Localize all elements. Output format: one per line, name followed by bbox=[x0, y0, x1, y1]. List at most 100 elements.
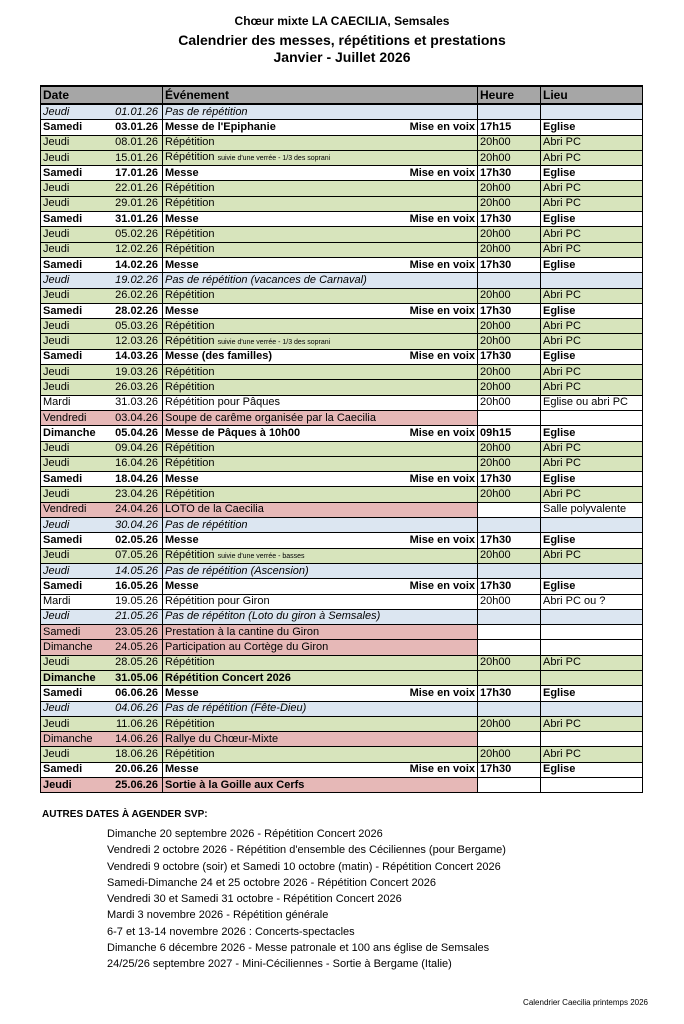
event: Messe bbox=[165, 579, 199, 592]
event-cell: Messe Mise en voix bbox=[162, 761, 478, 779]
event-text: Messe bbox=[165, 580, 199, 593]
place-cell: Abri PC bbox=[540, 486, 643, 503]
day: Vendredi bbox=[43, 503, 87, 516]
date-wrap: Samedi 02.05.26 bbox=[43, 534, 160, 547]
place-cell: Salle polyvalente bbox=[540, 501, 643, 519]
day: Samedi bbox=[43, 686, 83, 699]
date-wrap: Jeudi 11.06.26 bbox=[43, 718, 160, 731]
event: Répétition bbox=[165, 151, 215, 164]
event-cell: Répétition bbox=[162, 440, 478, 457]
place-cell: Abri PC bbox=[540, 364, 643, 381]
time-cell: 20h00 bbox=[477, 134, 541, 151]
event: Pas de répétition (Fête-Dieu) bbox=[165, 702, 307, 715]
date-cell: Samedi 16.05.26 bbox=[40, 578, 163, 595]
day: Samedi bbox=[43, 472, 83, 485]
date: 14.02.26 bbox=[115, 258, 158, 271]
date-wrap: Mardi 19.05.26 bbox=[43, 595, 160, 608]
event-wrap: Messe (des familles) Mise en voix bbox=[165, 350, 475, 363]
event-cell: Sortie à la Goille aux Cerfs bbox=[162, 777, 478, 794]
time-cell: 20h00 bbox=[477, 593, 541, 610]
calendar-row: Jeudi 01.01.26 Pas de répétition bbox=[40, 103, 643, 121]
event: Messe bbox=[165, 763, 199, 776]
time-cell: 20h00 bbox=[477, 287, 541, 304]
day: Jeudi bbox=[43, 488, 70, 501]
agenda-item: Dimanche 20 septembre 2026 - Répétition … bbox=[107, 828, 383, 840]
event-cell: Messe Mise en voix bbox=[162, 578, 478, 595]
event-wrap: Pas de répétition bbox=[165, 106, 475, 119]
event: Messe bbox=[165, 304, 199, 317]
voice-warmup: Mise en voix bbox=[409, 350, 475, 363]
time-cell bbox=[477, 272, 541, 289]
calendar-row: Jeudi 19.03.26 Répétition 20h00 Abri PC bbox=[40, 364, 643, 381]
date: 25.06.26 bbox=[115, 778, 158, 791]
event-wrap: Messe Mise en voix bbox=[165, 305, 475, 318]
event-wrap: Soupe de carême organisée par la Caecili… bbox=[165, 412, 475, 425]
event: Répétition bbox=[165, 136, 215, 149]
place-cell: Abri PC bbox=[540, 195, 643, 213]
date: 02.05.26 bbox=[115, 533, 158, 546]
place-cell bbox=[540, 272, 643, 289]
day: Dimanche bbox=[43, 641, 93, 654]
event-wrap: Répétition bbox=[165, 136, 475, 149]
time-cell: 20h00 bbox=[477, 455, 541, 473]
time-cell: 20h00 bbox=[477, 394, 541, 411]
date-wrap: Jeudi 09.04.26 bbox=[43, 442, 160, 455]
event: Messe de l'Epiphanie bbox=[165, 120, 276, 133]
voice-warmup: Mise en voix bbox=[409, 686, 475, 699]
event-cell: Pas de répétition (Ascension) bbox=[162, 562, 478, 580]
day: Jeudi bbox=[43, 656, 70, 669]
agenda-item: Mardi 3 novembre 2026 - Répétition génér… bbox=[107, 909, 329, 922]
event-wrap: Répétition bbox=[165, 381, 475, 394]
event-wrap: Messe Mise en voix bbox=[165, 167, 475, 180]
event-cell: Répétition bbox=[162, 318, 478, 335]
time-cell: 17h30 bbox=[477, 761, 541, 779]
date-cell: Vendredi 03.04.26 bbox=[40, 409, 163, 427]
date-wrap: Jeudi 28.05.26 bbox=[43, 656, 160, 669]
calendar-row: Dimanche 05.04.26 Messe de Pâques à 10h00 M… bbox=[40, 425, 643, 442]
day: Vendredi bbox=[43, 411, 87, 424]
time-cell: 17h30 bbox=[477, 578, 541, 595]
event-text: Prestation à la cantine du Giron bbox=[165, 626, 319, 639]
date: 29.01.26 bbox=[115, 197, 158, 210]
place-cell: Abri PC bbox=[540, 379, 643, 396]
day: Jeudi bbox=[43, 778, 72, 791]
calendar-row: Jeudi 04.06.26 Pas de répétition (Fête-Die… bbox=[40, 700, 643, 717]
date: 01.01.26 bbox=[115, 105, 158, 118]
date: 05.04.26 bbox=[115, 426, 158, 439]
day: Dimanche bbox=[43, 426, 96, 439]
event-wrap: Répétition bbox=[165, 366, 475, 379]
event-cell: Répétition suivie d'une verrée - basses bbox=[162, 547, 478, 564]
event-text: Répétition suivie d'une verrée - 1/3 des… bbox=[165, 335, 330, 348]
calendar-table: Date Événement Heure Lieu Jeudi 01.01.26 Pas … bbox=[40, 85, 643, 794]
place-cell: Abri PC bbox=[540, 455, 643, 473]
day: Samedi bbox=[43, 166, 83, 179]
time-cell: 20h00 bbox=[477, 318, 541, 335]
event-text: LOTO de la Caecilia bbox=[165, 503, 264, 516]
event-cell: Messe Mise en voix bbox=[162, 532, 478, 549]
org-title: Chœur mixte LA CAECILIA, Semsales bbox=[234, 14, 450, 28]
event: Répétition bbox=[165, 289, 215, 302]
day: Jeudi bbox=[43, 243, 70, 256]
event-cell: Messe (des familles) Mise en voix bbox=[162, 348, 478, 366]
agenda-item: Vendredi 30 et Samedi 31 octobre - Répét… bbox=[107, 893, 402, 906]
voice-warmup: Mise en voix bbox=[409, 304, 475, 317]
event-wrap: Répétition bbox=[165, 488, 475, 501]
event-cell: Répétition bbox=[162, 134, 478, 151]
day: Jeudi bbox=[43, 518, 70, 531]
event-text: Répétition bbox=[165, 243, 215, 256]
date-wrap: Jeudi 04.06.26 bbox=[43, 702, 160, 715]
calendar-row: Samedi 31.01.26 Messe Mise en voix 17h30 Egli… bbox=[40, 211, 643, 228]
event-note: suivie d'une verrée - basses bbox=[217, 552, 305, 560]
place-cell: Eglise bbox=[540, 119, 643, 136]
event-text: Pas de répétiton (Loto du giron à Semsal… bbox=[165, 610, 380, 623]
time-cell: 20h00 bbox=[477, 715, 541, 733]
calendar-row: Jeudi 28.05.26 Répétition 20h00 Abri PC bbox=[40, 654, 643, 671]
agenda-item: Dimanche 6 décembre 2026 - Messe patrona… bbox=[107, 942, 490, 955]
event-wrap: Pas de répétition bbox=[165, 519, 475, 532]
place-cell: Eglise bbox=[540, 165, 643, 182]
day: Samedi bbox=[43, 763, 83, 776]
event: Répétition bbox=[165, 228, 215, 241]
event-cell: Répétition suivie d'une verrée - 1/3 des… bbox=[162, 333, 478, 350]
date: 18.04.26 bbox=[115, 472, 158, 485]
